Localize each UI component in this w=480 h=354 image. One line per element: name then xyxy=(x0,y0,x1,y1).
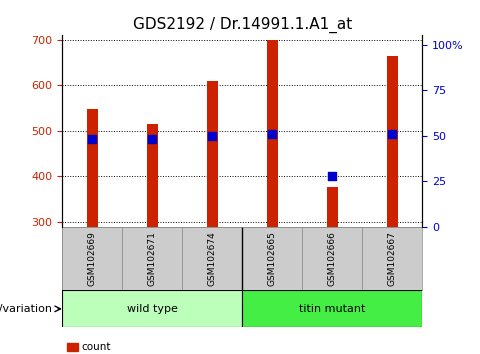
Point xyxy=(88,136,96,142)
Bar xyxy=(87,109,98,227)
Bar xyxy=(67,343,78,351)
FancyBboxPatch shape xyxy=(242,290,422,327)
Text: GSM102674: GSM102674 xyxy=(208,231,217,286)
Text: GSM102671: GSM102671 xyxy=(148,231,157,286)
Point xyxy=(208,133,216,138)
Title: GDS2192 / Dr.14991.1.A1_at: GDS2192 / Dr.14991.1.A1_at xyxy=(133,16,352,33)
Text: wild type: wild type xyxy=(127,304,178,314)
FancyBboxPatch shape xyxy=(362,227,422,290)
Text: GSM102665: GSM102665 xyxy=(268,231,277,286)
Bar xyxy=(267,40,278,227)
FancyBboxPatch shape xyxy=(62,290,242,327)
Point xyxy=(268,131,276,137)
Text: genotype/variation: genotype/variation xyxy=(0,304,53,314)
Text: GSM102669: GSM102669 xyxy=(88,231,97,286)
FancyBboxPatch shape xyxy=(122,227,182,290)
Text: GSM102666: GSM102666 xyxy=(328,231,337,286)
FancyBboxPatch shape xyxy=(62,227,122,290)
Point xyxy=(328,173,336,178)
FancyBboxPatch shape xyxy=(242,227,302,290)
Bar xyxy=(207,81,218,227)
Bar xyxy=(327,187,338,227)
Bar xyxy=(387,56,398,227)
Point xyxy=(388,131,396,137)
Text: count: count xyxy=(82,342,111,352)
Text: GSM102667: GSM102667 xyxy=(388,231,397,286)
FancyBboxPatch shape xyxy=(302,227,362,290)
Text: titin mutant: titin mutant xyxy=(299,304,366,314)
Bar xyxy=(147,124,158,227)
FancyBboxPatch shape xyxy=(182,227,242,290)
Point xyxy=(149,136,156,142)
